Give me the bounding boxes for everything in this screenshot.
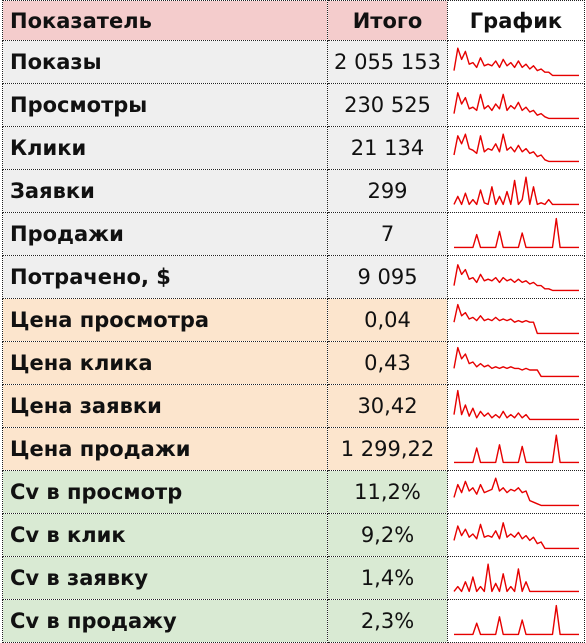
sparkline-cell	[447, 169, 585, 213]
sparkline	[453, 176, 579, 206]
metric-total: 9 095	[327, 255, 448, 299]
sparkline-cell	[447, 212, 585, 256]
sparkline-cell	[447, 599, 585, 643]
metric-name: Клики	[2, 126, 328, 170]
sparkline-series	[453, 346, 579, 378]
metric-total: 1 299,22	[327, 427, 448, 471]
sparkline-cell	[447, 513, 585, 557]
sparkline	[453, 389, 579, 421]
table-row: Цена просмотра 0,04	[2, 298, 585, 342]
header-chart: График	[447, 0, 585, 41]
sparkline	[453, 563, 579, 593]
sparkline-cell	[447, 126, 585, 170]
header-row: Показатель Итого График	[2, 0, 585, 41]
table-row: Потрачено, $9 095	[2, 255, 585, 299]
sparkline-cell	[447, 40, 585, 84]
sparkline-cell	[447, 298, 585, 342]
sparkline-series	[453, 522, 579, 550]
sparkline	[453, 92, 579, 120]
metric-total: 9,2%	[327, 513, 448, 557]
metric-name: Просмотры	[2, 83, 328, 127]
sparkline-cell	[447, 427, 585, 471]
metric-total: 11,2%	[327, 470, 448, 514]
sparkline	[454, 434, 579, 464]
table-row: Заявки 299	[2, 169, 585, 213]
table-row: Просмотры 230 525	[2, 83, 585, 127]
table-row: Цена продажи 1 299,22	[2, 427, 585, 471]
metric-name: Cv в заявку	[2, 556, 328, 600]
sparkline	[453, 133, 579, 163]
sparkline-series	[453, 92, 579, 120]
metric-total: 7	[327, 212, 448, 256]
table-row: Cv в продажу 2,3%	[2, 599, 585, 643]
metric-name: Показы	[2, 40, 328, 84]
metric-name: Cv в просмотр	[2, 470, 328, 514]
sparkline-series	[454, 604, 579, 636]
sparkline	[454, 217, 579, 249]
sparkline-cell	[447, 384, 585, 428]
table-row: Клики 21 134	[2, 126, 585, 170]
metric-total: 1,4%	[327, 556, 448, 600]
header-total: Итого	[327, 0, 448, 41]
metrics-body: Показы 2 055 153 Просмотры 230 525 Клики 21 1…	[2, 40, 585, 643]
metric-name: Цена клика	[2, 341, 328, 385]
metric-name: Потрачено, $	[2, 255, 328, 299]
sparkline-series	[453, 264, 579, 292]
sparkline-series	[453, 563, 579, 593]
metric-total: 21 134	[327, 126, 448, 170]
table-row: Продажи 7	[2, 212, 585, 256]
sparkline-cell	[447, 341, 585, 385]
metric-name: Заявки	[2, 169, 328, 213]
metric-name: Cv в продажу	[2, 599, 328, 643]
sparkline-series	[454, 217, 579, 249]
sparkline-series	[453, 477, 579, 507]
sparkline	[453, 522, 579, 550]
table-row: Cv в просмотр 11,2%	[2, 470, 585, 514]
table-row: Цена клика 0,43	[2, 341, 585, 385]
sparkline	[453, 303, 579, 335]
metric-name: Продажи	[2, 212, 328, 256]
sparkline	[453, 264, 579, 292]
sparkline	[453, 346, 579, 378]
sparkline-series	[453, 133, 579, 163]
sparkline-cell	[447, 83, 585, 127]
sparkline-series	[453, 47, 579, 77]
table-row: Cv в заявку 1,4%	[2, 556, 585, 600]
metric-total: 0,04	[327, 298, 448, 342]
sparkline-series	[453, 176, 579, 206]
sparkline-cell	[447, 556, 585, 600]
metric-total: 30,42	[327, 384, 448, 428]
table-row: Показы 2 055 153	[2, 40, 585, 84]
sparkline-series	[453, 303, 579, 335]
metric-total: 299	[327, 169, 448, 213]
metric-total: 0,43	[327, 341, 448, 385]
table-row: Cv в клик 9,2%	[2, 513, 585, 557]
sparkline-cell	[447, 470, 585, 514]
metric-name: Cv в клик	[2, 513, 328, 557]
metric-total: 2 055 153	[327, 40, 448, 84]
sparkline	[453, 477, 579, 507]
sparkline	[454, 604, 579, 636]
metric-name: Цена просмотра	[2, 298, 328, 342]
sparkline-series	[454, 434, 579, 464]
header-metric: Показатель	[2, 0, 328, 41]
sparkline-cell	[447, 255, 585, 299]
sparkline	[453, 47, 579, 77]
table-row: Цена заявки 30,42	[2, 384, 585, 428]
metric-total: 2,3%	[327, 599, 448, 643]
sparkline-series	[453, 389, 579, 421]
metric-name: Цена продажи	[2, 427, 328, 471]
metric-total: 230 525	[327, 83, 448, 127]
metric-name: Цена заявки	[2, 384, 328, 428]
